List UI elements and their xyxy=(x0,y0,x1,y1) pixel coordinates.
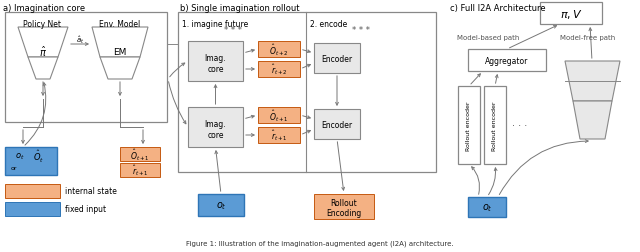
Polygon shape xyxy=(573,102,612,139)
Text: Rollout: Rollout xyxy=(331,198,357,207)
Text: core: core xyxy=(207,130,224,139)
Text: $\hat{a}_t$: $\hat{a}_t$ xyxy=(76,34,84,46)
Text: $\hat{r}_{t+2}$: $\hat{r}_{t+2}$ xyxy=(271,62,287,77)
FancyBboxPatch shape xyxy=(540,3,602,25)
Text: Figure 1: Illustration of the imagination-augmented agent (I2A) architecture.: Figure 1: Illustration of the imaginatio… xyxy=(186,240,454,246)
Text: 1. imagine future: 1. imagine future xyxy=(182,20,248,29)
FancyBboxPatch shape xyxy=(120,163,160,177)
Text: $\hat{O}_{t+1}$: $\hat{O}_{t+1}$ xyxy=(269,108,289,123)
Text: Rollout encoder: Rollout encoder xyxy=(467,101,472,150)
Polygon shape xyxy=(18,28,68,58)
FancyBboxPatch shape xyxy=(188,108,243,147)
FancyBboxPatch shape xyxy=(5,147,57,175)
Polygon shape xyxy=(28,58,58,80)
Text: Imag.: Imag. xyxy=(205,53,227,62)
FancyBboxPatch shape xyxy=(314,110,360,139)
Polygon shape xyxy=(92,28,148,58)
FancyBboxPatch shape xyxy=(120,147,160,161)
FancyBboxPatch shape xyxy=(258,42,300,58)
Text: Imag.: Imag. xyxy=(205,119,227,128)
Text: c) Full I2A Architecture: c) Full I2A Architecture xyxy=(450,4,546,13)
Text: 2. encode: 2. encode xyxy=(310,20,348,29)
FancyBboxPatch shape xyxy=(258,62,300,78)
FancyBboxPatch shape xyxy=(314,44,360,74)
FancyBboxPatch shape xyxy=(468,50,546,72)
Text: $\hat{\pi}$: $\hat{\pi}$ xyxy=(39,45,47,59)
Text: $o_t$: $o_t$ xyxy=(481,201,492,213)
Text: * * *: * * * xyxy=(352,25,370,34)
Text: Aggregator: Aggregator xyxy=(485,56,529,65)
FancyBboxPatch shape xyxy=(188,42,243,82)
FancyBboxPatch shape xyxy=(458,87,480,164)
Text: a) Imagination core: a) Imagination core xyxy=(3,4,85,13)
Text: EM: EM xyxy=(113,47,127,56)
Text: Encoder: Encoder xyxy=(321,54,353,63)
Text: core: core xyxy=(207,64,224,73)
Text: $\hat{O}_{t+1}$: $\hat{O}_{t+1}$ xyxy=(130,146,150,162)
Text: Model-free path: Model-free path xyxy=(560,35,615,41)
Polygon shape xyxy=(100,58,140,80)
Text: * * *: * * * xyxy=(224,25,242,34)
Text: Encoding: Encoding xyxy=(326,208,362,217)
Text: $o_t$: $o_t$ xyxy=(15,151,24,162)
Text: $\hat{r}_{t+1}$: $\hat{r}_{t+1}$ xyxy=(132,163,148,178)
FancyBboxPatch shape xyxy=(198,194,244,216)
Text: $\pi, V$: $\pi, V$ xyxy=(559,8,582,20)
Text: Encoder: Encoder xyxy=(321,120,353,129)
FancyBboxPatch shape xyxy=(314,194,374,219)
FancyBboxPatch shape xyxy=(258,128,300,143)
Text: $\hat{O}_{t+2}$: $\hat{O}_{t+2}$ xyxy=(269,42,289,58)
Text: $\hat{O}_t$: $\hat{O}_t$ xyxy=(33,148,44,164)
FancyBboxPatch shape xyxy=(484,87,506,164)
Text: or: or xyxy=(11,165,17,170)
FancyBboxPatch shape xyxy=(5,184,60,198)
Polygon shape xyxy=(565,62,620,102)
Text: Model-based path: Model-based path xyxy=(457,35,519,41)
FancyBboxPatch shape xyxy=(468,197,506,217)
FancyBboxPatch shape xyxy=(5,202,60,216)
FancyBboxPatch shape xyxy=(5,13,167,122)
Text: $\hat{r}_{t+1}$: $\hat{r}_{t+1}$ xyxy=(271,128,287,143)
Text: · · ·: · · · xyxy=(513,120,527,131)
Text: Env. Model: Env. Model xyxy=(99,20,141,29)
FancyBboxPatch shape xyxy=(178,13,436,172)
Text: $o_t$: $o_t$ xyxy=(216,199,227,211)
Text: Policy Net: Policy Net xyxy=(23,20,61,29)
Text: Rollout encoder: Rollout encoder xyxy=(493,101,497,150)
Text: fixed input: fixed input xyxy=(65,205,106,214)
Text: b) Single imagination rollout: b) Single imagination rollout xyxy=(180,4,300,13)
Text: internal state: internal state xyxy=(65,187,117,196)
FancyBboxPatch shape xyxy=(258,108,300,123)
